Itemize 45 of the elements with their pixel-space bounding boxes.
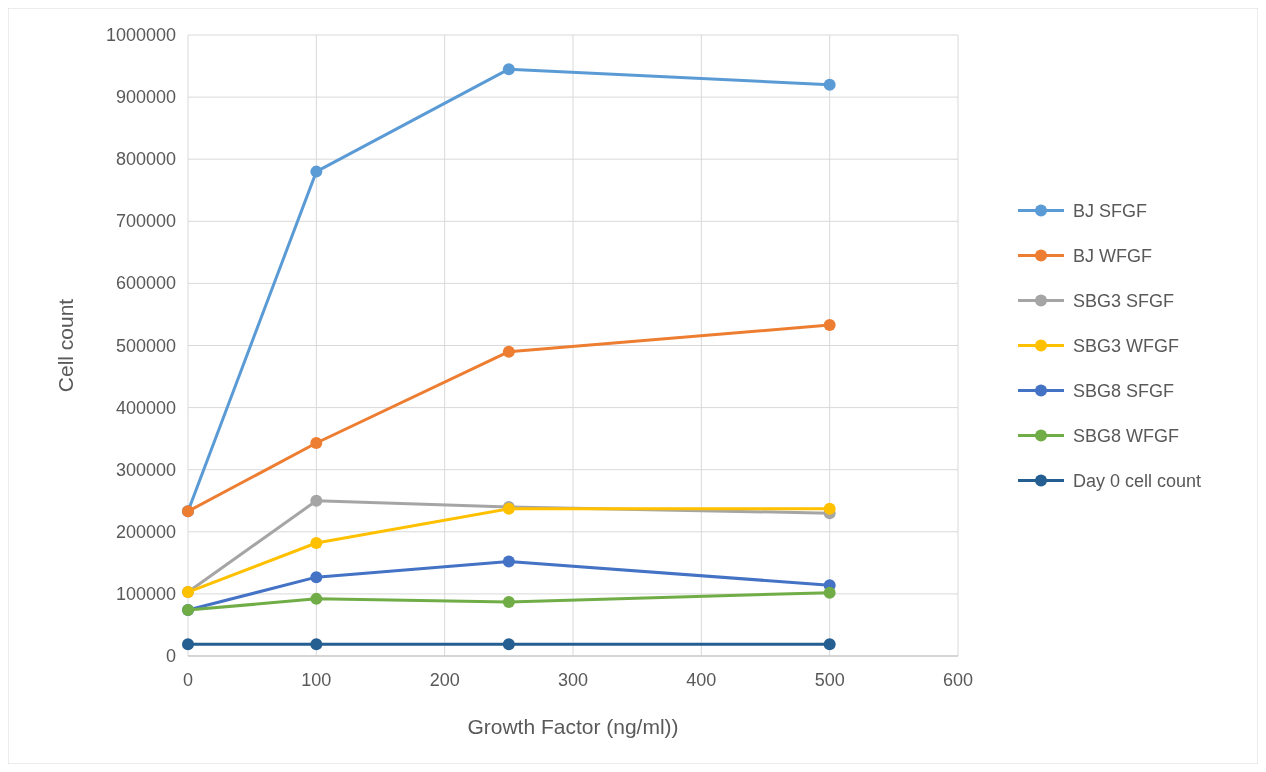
y-tick-label: 600000: [115, 273, 176, 294]
x-tick-label: 100: [301, 670, 332, 690]
point: [182, 638, 194, 651]
point: [502, 555, 515, 568]
y-tick-label: 0: [165, 646, 176, 666]
point: [310, 536, 323, 549]
y-tick-label: 800000: [115, 149, 176, 170]
x-tick-label: 300: [557, 670, 589, 690]
x-axis-title: Growth Factor (ng/ml)): [467, 715, 679, 738]
legend-label: SBG3 SFGF: [1073, 290, 1175, 311]
point: [823, 78, 836, 91]
y-tick-label: 700000: [115, 211, 176, 232]
legend-label: SBG8 SFGF: [1073, 380, 1175, 401]
y-tick-label: 1000000: [105, 25, 176, 45]
y-tick-label: 200000: [115, 521, 176, 542]
point: [310, 592, 323, 605]
x-tick-label: 400: [686, 670, 717, 690]
point: [310, 638, 323, 651]
point: [502, 63, 515, 76]
x-tick-label: 600: [942, 670, 974, 690]
point: [823, 319, 836, 332]
point: [310, 494, 323, 507]
point: [502, 638, 515, 651]
y-tick-label: 300000: [115, 459, 176, 480]
legend-label: SBG8 WFGF: [1073, 425, 1180, 446]
legend-label: SBG3 WFGF: [1073, 335, 1180, 356]
legend-label: BJ WFGF: [1073, 245, 1152, 266]
x-tick-label: 0: [182, 670, 194, 690]
point: [310, 437, 323, 449]
point: [502, 595, 515, 608]
x-tick-label: 500: [814, 670, 845, 690]
legend-label: BJ SFGF: [1073, 200, 1148, 221]
point: [310, 165, 323, 178]
y-tick-label: 900000: [115, 87, 176, 108]
y-tick-label: 500000: [115, 335, 176, 356]
point: [310, 571, 323, 584]
point: [823, 638, 836, 651]
x-tick-label: 200: [429, 670, 460, 690]
point: [502, 345, 515, 358]
legend-label: Day 0 cell count: [1073, 470, 1202, 491]
point: [823, 586, 836, 599]
y-axis-title: Cell count: [54, 298, 77, 393]
y-tick-label: 100000: [115, 583, 176, 604]
y-tick-label: 400000: [115, 397, 176, 418]
point: [823, 502, 836, 515]
